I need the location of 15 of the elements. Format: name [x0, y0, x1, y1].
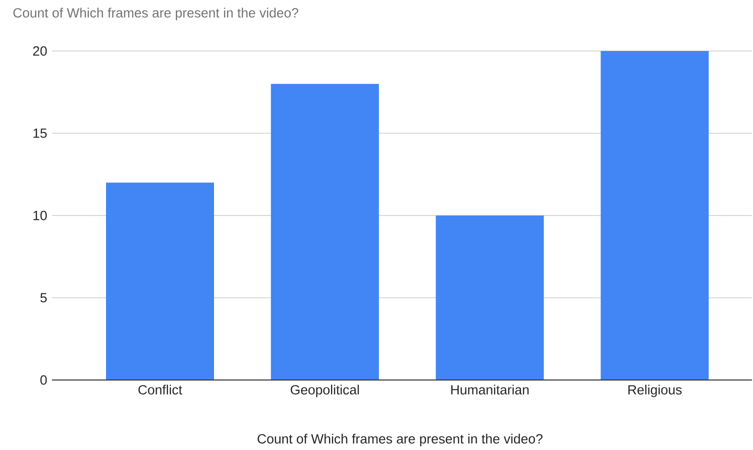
- y-tick-label: 15: [33, 128, 47, 138]
- x-tick-label: Geopolitical: [290, 384, 359, 398]
- x-axis-title: Count of Which frames are present in the video?: [258, 434, 542, 446]
- x-tick-label: Conflict: [138, 384, 182, 394]
- bar: [600, 51, 709, 380]
- x-tick-label: Humanitarian: [451, 384, 529, 394]
- y-tick-label: 0: [40, 375, 47, 385]
- y-tick-label: 20: [33, 46, 47, 56]
- chart-title: Count of Which frames are present in the video?: [13, 8, 298, 20]
- x-tick-label: Religious: [628, 384, 682, 398]
- bar: [436, 215, 544, 380]
- bar: [270, 84, 379, 380]
- bar: [106, 182, 214, 380]
- y-tick-label: 10: [33, 210, 47, 220]
- y-tick-label: 5: [40, 293, 47, 302]
